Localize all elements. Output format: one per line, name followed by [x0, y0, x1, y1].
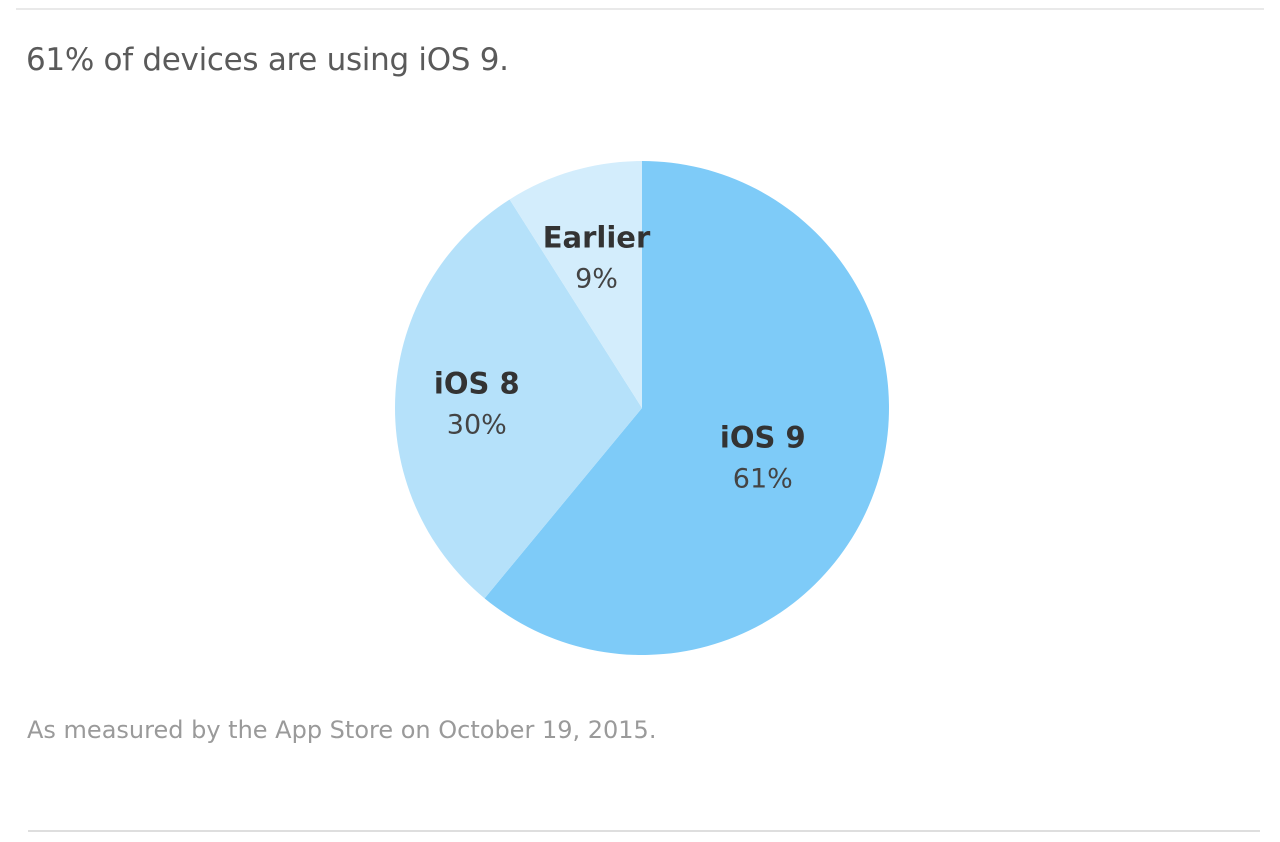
pie-slice-earlier	[509, 161, 642, 408]
pie-label-name-earlier: Earlier	[543, 221, 651, 255]
pie-label-name-ios-9: iOS 9	[720, 421, 806, 455]
pie-label-name-ios-8: iOS 8	[434, 367, 520, 401]
pie-slices	[394, 161, 889, 655]
bottom-divider	[28, 830, 1260, 832]
pie-label-value-earlier: 9%	[575, 264, 618, 295]
pie-label-value-ios-9: 61%	[733, 464, 793, 495]
pie-label-value-ios-8: 30%	[447, 410, 507, 441]
chart-headline: 61% of devices are using iOS 9.	[26, 42, 509, 78]
pie-slice-ios-9	[484, 161, 889, 655]
pie-slice-ios-8	[394, 199, 642, 599]
top-divider	[16, 8, 1264, 10]
pie-labels: iOS 9 61% iOS 8 30% Earlier 9%	[434, 221, 806, 495]
chart-footnote: As measured by the App Store on October …	[27, 716, 657, 744]
